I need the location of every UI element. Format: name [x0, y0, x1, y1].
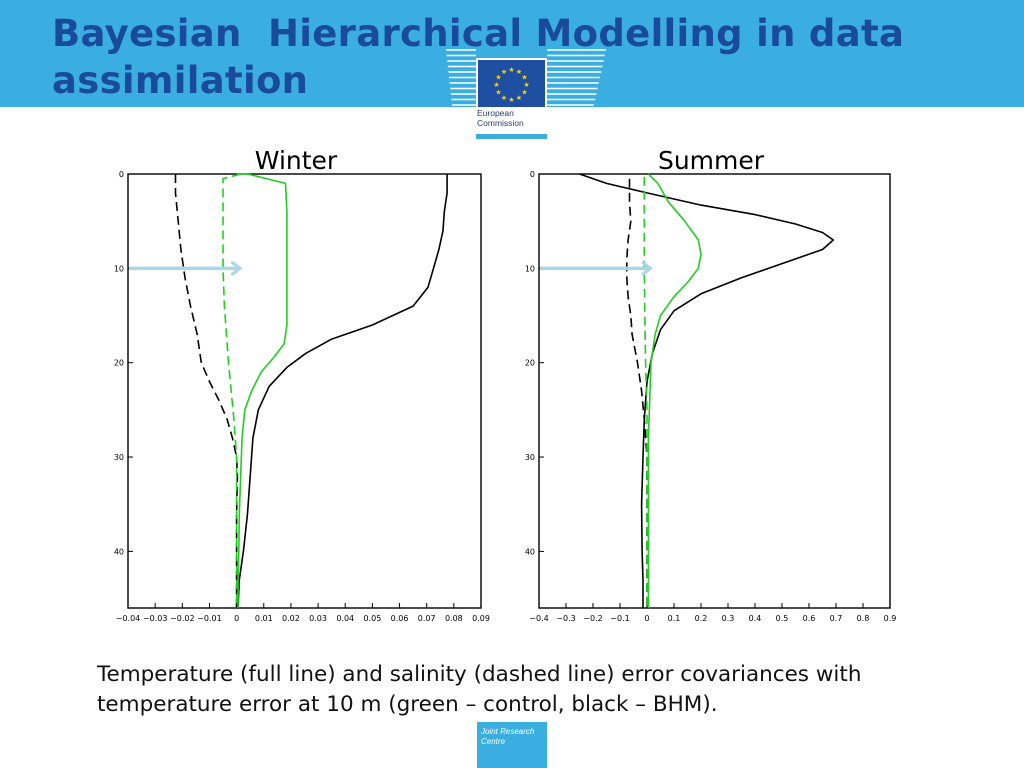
plot-frame	[538, 173, 891, 609]
x-tick-label: 0.08	[445, 614, 463, 623]
y-tick-label: 40	[114, 547, 124, 556]
x-tick-label: 0.02	[282, 614, 300, 623]
x-tick-label: 0.1	[668, 614, 681, 623]
y-tick-label: 30	[114, 453, 124, 462]
control-salinity-dashed-line	[643, 176, 648, 608]
eu-star: ★	[508, 96, 514, 104]
x-tick-label: 0.9	[884, 614, 897, 623]
bhm-temperature-line	[579, 173, 835, 608]
jrc-logo-label: Joint Research Centre	[481, 727, 535, 746]
eu-star: ★	[521, 74, 527, 82]
eu-star: ★	[501, 68, 507, 76]
eu-star: ★	[495, 89, 501, 97]
x-tick-label: −0.4	[529, 614, 548, 623]
x-tick-label: 0.04	[336, 614, 354, 623]
chart-title: Summer	[658, 146, 765, 175]
y-tick-label: 30	[525, 453, 535, 462]
x-tick-label: 0.5	[776, 614, 789, 623]
eu-star: ★	[495, 74, 501, 82]
eu-stars-icon: ★ ★★★★★★★★★★★	[493, 66, 529, 104]
control-temperature-line	[647, 173, 702, 608]
y-tick-label: 0	[530, 170, 535, 179]
x-tick-label: 0.8	[857, 614, 870, 623]
x-tick-label: −0.1	[610, 614, 629, 623]
chart-winter: Winter −0.04 −0.03 −0.02 −0.01 0 0.01 0.02 0.03 0…	[114, 146, 490, 623]
chart-title: Winter	[255, 146, 338, 175]
building-lines-right	[547, 49, 606, 128]
x-tick-label: −0.2	[583, 614, 602, 623]
charts: Winter −0.04 −0.03 −0.02 −0.01 0 0.01 0.02 0.03 0…	[114, 146, 897, 623]
x-tick-label: 0.7	[830, 614, 843, 623]
eu-star: ★	[493, 81, 499, 89]
x-tick-label: −0.03	[143, 614, 168, 623]
building-lines-left	[446, 49, 476, 128]
y-tick-label: 10	[114, 264, 124, 273]
bhm-temperature-line	[237, 174, 448, 609]
slide-title: Bayesian Hierarchical Modelling in data …	[52, 12, 918, 102]
eu-flag	[478, 60, 545, 107]
eu-star: ★	[516, 68, 522, 76]
x-tick-label: 0.03	[309, 614, 327, 623]
european-commission-label: European Commission	[477, 108, 524, 128]
bhm-salinity-dashed-line	[174, 174, 239, 608]
y-tick-label: 0	[119, 170, 124, 179]
control-temperature-line	[236, 173, 288, 608]
eu-star: ★	[501, 94, 507, 102]
chart-summer: Summer −0.4 −0.3 −0.2 −0.1 0 0.1 0.2 0.3 0.4 0.5 0.…	[525, 146, 897, 623]
y-tick-label: 20	[525, 359, 535, 368]
y-tick-label: 20	[114, 359, 124, 368]
x-tick-label: −0.3	[556, 614, 575, 623]
x-tick-label: 0.07	[418, 614, 436, 623]
figure-caption: Temperature (full line) and salinity (da…	[97, 662, 862, 717]
bhm-salinity-dashed-line	[626, 178, 648, 608]
control-salinity-dashed-line	[222, 173, 241, 608]
x-tick-label: 0.3	[722, 614, 735, 623]
x-tick-label: 0.4	[749, 614, 762, 623]
logo-underline	[476, 134, 547, 139]
plot-frame	[127, 173, 482, 609]
y-tick-label: 40	[525, 547, 535, 556]
eu-star: ★	[508, 66, 514, 74]
x-tick-label: 0.6	[803, 614, 816, 623]
eu-star: ★	[523, 81, 529, 89]
x-tick-label: −0.02	[170, 614, 195, 623]
x-tick-label: 0	[644, 614, 649, 623]
x-tick-label: 0	[234, 614, 239, 623]
x-tick-label: 0.05	[363, 614, 381, 623]
x-tick-label: 0.01	[255, 614, 273, 623]
x-tick-label: −0.04	[116, 614, 141, 623]
european-commission-logo: ★ ★★★★★★★★★★★	[446, 49, 606, 142]
jrc-logo	[477, 722, 547, 768]
x-tick-label: 0.06	[391, 614, 409, 623]
eu-star: ★	[521, 89, 527, 97]
x-tick-label: 0.09	[472, 614, 490, 623]
x-tick-label: 0.2	[695, 614, 708, 623]
x-tick-label: −0.01	[197, 614, 222, 623]
y-tick-label: 10	[525, 264, 535, 273]
eu-star: ★	[516, 94, 522, 102]
